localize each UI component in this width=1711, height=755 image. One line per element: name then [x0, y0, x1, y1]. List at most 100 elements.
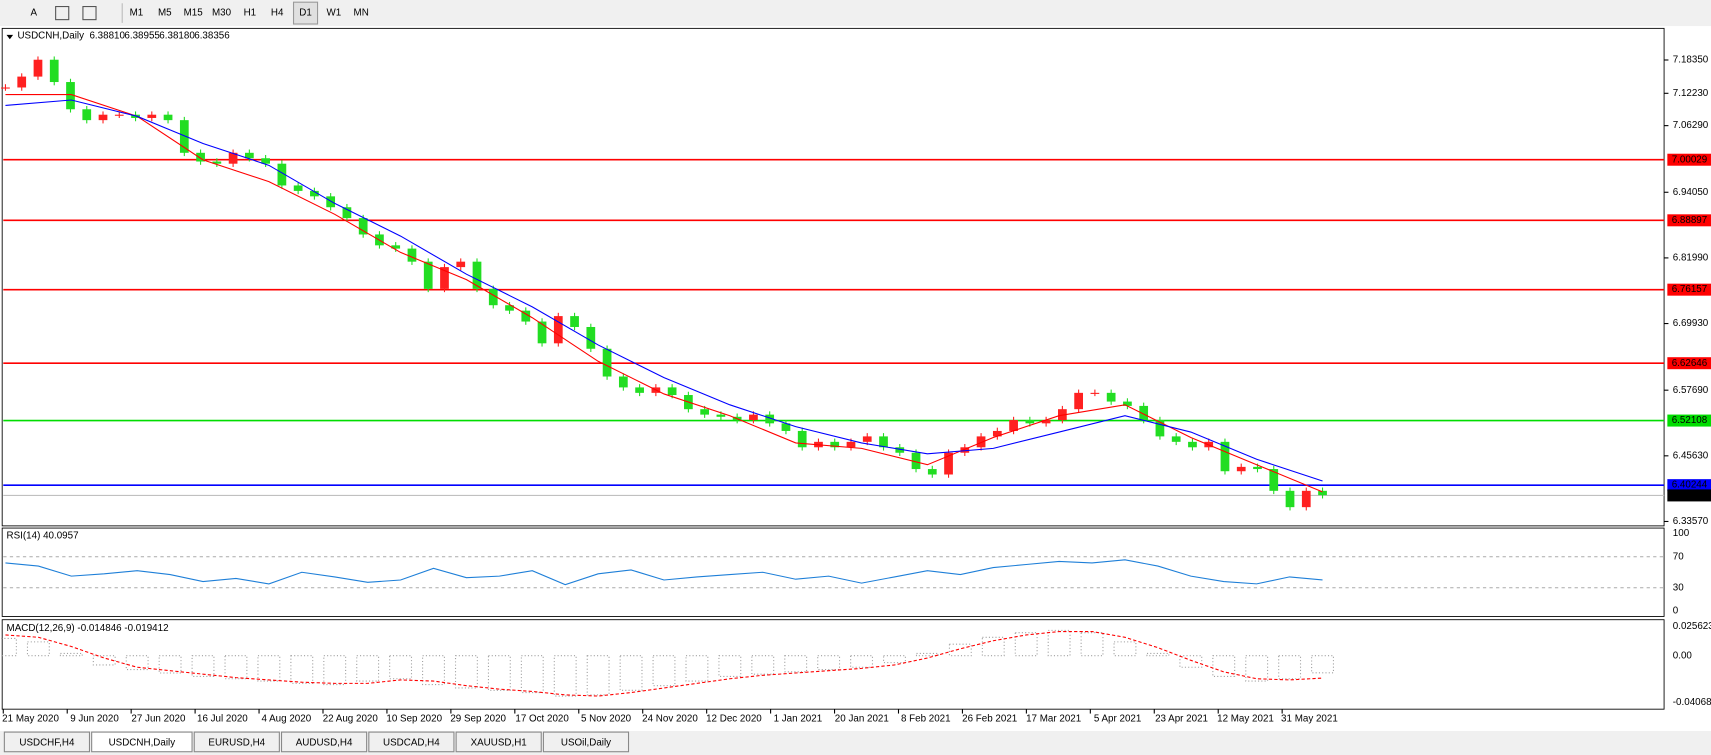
candle — [570, 316, 579, 327]
candle — [602, 348, 612, 377]
level-label: 6.40244 — [1672, 480, 1708, 491]
tab[interactable] — [542, 731, 630, 753]
candle — [147, 114, 157, 118]
toolbar-button[interactable]: H1 — [244, 8, 257, 19]
candle — [1171, 436, 1181, 442]
candle — [488, 288, 498, 306]
candle — [895, 447, 905, 453]
candle — [749, 414, 758, 421]
candle — [700, 409, 710, 415]
tab-label[interactable]: USDCNH,Daily — [109, 738, 176, 749]
tab-label[interactable]: XAUUSD,H1 — [471, 738, 527, 749]
tab-label[interactable]: AUDUSD,H4 — [296, 738, 353, 749]
macd-tick-label: -0.040687 — [1673, 697, 1711, 708]
x-tick-label: 21 May 2020 — [2, 714, 59, 725]
x-tick-label: 5 Apr 2021 — [1094, 714, 1141, 725]
x-tick-label: 31 May 2021 — [1281, 714, 1338, 725]
candle — [1285, 490, 1295, 508]
level-label: 6.62646 — [1672, 358, 1708, 369]
toolbar-button[interactable]: M5 — [158, 8, 172, 19]
macd-bar — [883, 655, 906, 664]
macd-bar — [356, 655, 380, 682]
tab[interactable] — [91, 731, 193, 753]
macd-bar — [948, 643, 972, 657]
macd-bar — [1179, 655, 1203, 668]
toolbar-button[interactable]: M1 — [130, 8, 144, 19]
candle — [1301, 490, 1311, 508]
y-tick-label: 7.06290 — [1673, 120, 1709, 131]
rsi-tick-label: 30 — [1673, 582, 1684, 593]
macd-bar — [718, 655, 742, 678]
x-tick-label: 24 Nov 2020 — [642, 714, 698, 725]
macd-bar — [290, 655, 314, 684]
candle — [1188, 441, 1197, 448]
candle — [1025, 420, 1035, 424]
tab[interactable] — [3, 731, 91, 753]
tab[interactable] — [280, 731, 368, 753]
candle — [326, 196, 336, 208]
macd-bar — [784, 655, 808, 673]
toolbar-icon[interactable] — [82, 6, 97, 21]
tab-label[interactable]: USDCAD,H4 — [383, 738, 440, 749]
macd-bar — [323, 655, 347, 686]
macd-bar — [1212, 655, 1236, 678]
macd-bar — [158, 655, 182, 674]
level-label-bg — [1667, 153, 1711, 166]
candle — [98, 114, 108, 121]
toolbar-icon[interactable] — [55, 6, 70, 21]
rsi-tick-label: 0 — [1673, 606, 1679, 617]
x-tick-label: 1 Jan 2021 — [774, 714, 823, 725]
level-label: 6.88897 — [1672, 215, 1707, 226]
toolbar-button[interactable]: M15 — [184, 8, 204, 19]
tab-label[interactable]: USOil,Daily — [561, 738, 611, 749]
candle — [927, 469, 937, 475]
candle — [992, 430, 1002, 437]
macd-bar — [59, 652, 83, 657]
x-tick-label: 10 Sep 2020 — [386, 714, 442, 725]
toolbar-button[interactable]: H4 — [271, 8, 284, 19]
rsi-pane — [1, 527, 1665, 617]
x-tick-label: 20 Jan 2021 — [835, 714, 889, 725]
x-tick-label: 26 Feb 2021 — [962, 714, 1017, 725]
macd-bar — [1311, 655, 1334, 674]
chart-symbol: USDCNH,Daily — [17, 31, 84, 42]
tab-label[interactable]: USDCHF,H4 — [19, 738, 75, 749]
candle — [33, 59, 43, 77]
toolbar-button[interactable]: D1 — [299, 8, 312, 19]
main-pane — [1, 27, 1665, 527]
candle — [293, 185, 303, 191]
candle — [618, 376, 628, 388]
candle — [391, 245, 401, 249]
candle — [537, 321, 547, 344]
toolbar-button[interactable]: M30 — [212, 8, 232, 19]
tab[interactable] — [368, 731, 455, 753]
candle — [667, 387, 677, 396]
macd-tick-label: 0.00 — [1673, 650, 1693, 661]
y-tick-label: 6.33570 — [1673, 516, 1709, 527]
macd-bar — [454, 655, 478, 689]
candle — [1106, 392, 1116, 402]
candle — [456, 261, 466, 268]
current-price-bg — [1667, 489, 1711, 502]
toolbar-button[interactable]: MN — [354, 8, 369, 19]
macd-signal — [5, 630, 1323, 697]
tab-label[interactable]: EURUSD,H4 — [208, 738, 265, 749]
toolbar-button[interactable]: W1 — [327, 8, 342, 19]
macd-bar — [257, 655, 281, 682]
x-tick-label: 17 Mar 2021 — [1026, 714, 1081, 725]
macd-bar — [619, 655, 643, 691]
macd-bar — [191, 655, 215, 678]
toolbar-button[interactable]: A — [31, 8, 38, 19]
macd-bar — [981, 636, 1005, 657]
rsi-title: RSI(14) 40.0957 — [7, 530, 79, 541]
macd-bar — [1146, 652, 1170, 657]
candle — [1123, 401, 1132, 406]
candle — [1090, 392, 1100, 394]
tab[interactable] — [455, 731, 542, 753]
candle — [423, 261, 433, 289]
macd-bar — [125, 655, 149, 671]
tab[interactable] — [193, 731, 280, 753]
ohlc-value: 6.38810 — [89, 31, 125, 42]
candle — [277, 163, 287, 186]
